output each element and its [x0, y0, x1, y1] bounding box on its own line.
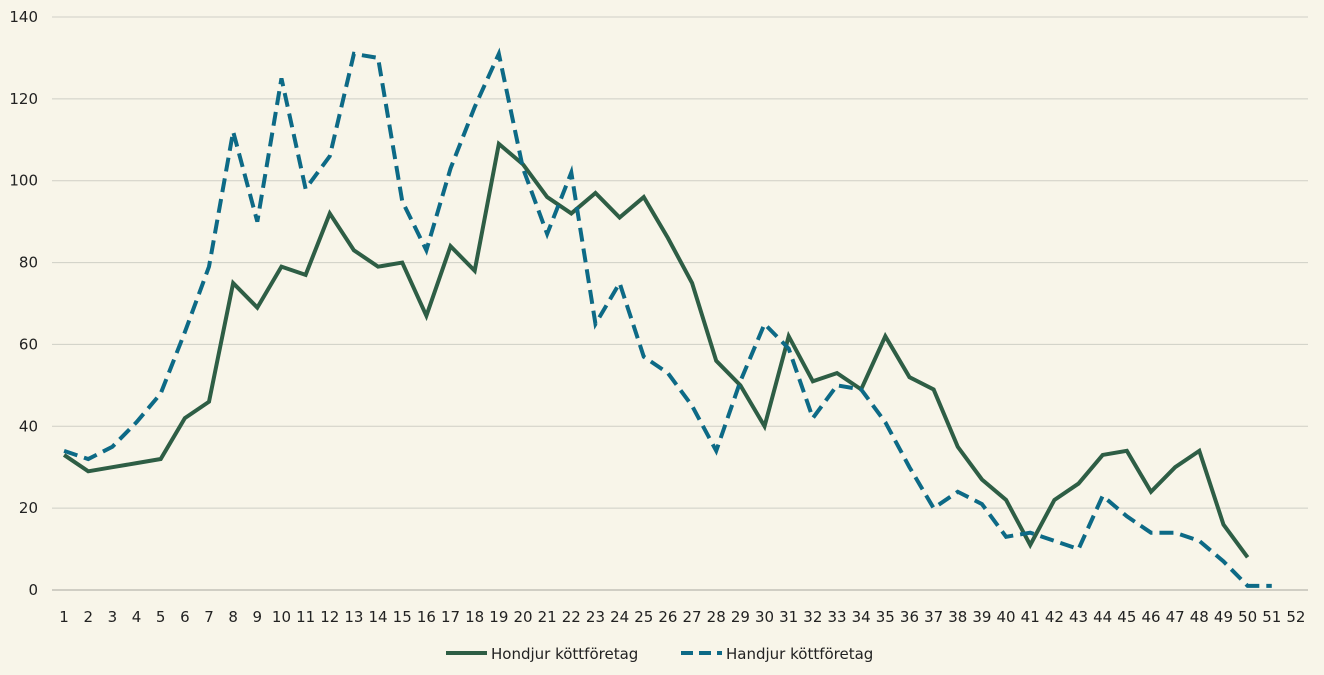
x-tick-label: 42: [1045, 608, 1064, 626]
y-axis-ticks: 0 20 40 60 80 100 120 140: [9, 8, 38, 599]
gridlines: [52, 16, 1308, 591]
x-tick-label: 18: [465, 608, 484, 626]
y-tick-label: 120: [9, 90, 38, 108]
x-tick-label: 30: [755, 608, 774, 626]
x-tick-label: 5: [156, 608, 166, 626]
x-tick-label: 24: [610, 608, 629, 626]
x-tick-label: 22: [562, 608, 581, 626]
x-tick-label: 28: [707, 608, 726, 626]
x-tick-label: 37: [924, 608, 943, 626]
y-tick-label: 80: [19, 254, 38, 272]
x-tick-label: 21: [538, 608, 557, 626]
x-tick-label: 32: [803, 608, 822, 626]
x-tick-label: 52: [1286, 608, 1305, 626]
x-tick-label: 19: [489, 608, 508, 626]
x-tick-label: 48: [1190, 608, 1209, 626]
x-tick-label: 50: [1238, 608, 1257, 626]
x-tick-label: 10: [272, 608, 291, 626]
series-lines: [62, 47, 1272, 588]
y-tick-label: 20: [19, 499, 38, 517]
x-tick-label: 43: [1069, 608, 1088, 626]
x-tick-label: 1: [59, 608, 69, 626]
x-tick-label: 46: [1141, 608, 1160, 626]
y-tick-label: 40: [19, 417, 38, 435]
x-tick-label: 47: [1166, 608, 1185, 626]
x-tick-label: 15: [393, 608, 412, 626]
x-tick-label: 17: [441, 608, 460, 626]
x-tick-label: 49: [1214, 608, 1233, 626]
legend-label-2: Handjur köttföretag: [726, 645, 873, 663]
series-line-2: [63, 47, 1272, 588]
x-tick-label: 29: [731, 608, 750, 626]
x-tick-label: 31: [779, 608, 798, 626]
x-tick-label: 27: [683, 608, 702, 626]
x-tick-label: 34: [852, 608, 871, 626]
x-tick-label: 2: [83, 608, 93, 626]
legend-label-1: Hondjur köttföretag: [491, 645, 638, 663]
x-tick-label: 45: [1117, 608, 1136, 626]
y-tick-label: 60: [19, 335, 38, 353]
x-tick-label: 40: [997, 608, 1016, 626]
x-tick-label: 20: [513, 608, 532, 626]
x-tick-label: 14: [369, 608, 388, 626]
x-tick-label: 12: [320, 608, 339, 626]
x-tick-label: 51: [1262, 608, 1281, 626]
x-tick-label: 11: [296, 608, 315, 626]
x-tick-label: 8: [228, 608, 238, 626]
x-tick-label: 41: [1021, 608, 1040, 626]
x-tick-label: 23: [586, 608, 605, 626]
x-tick-label: 36: [900, 608, 919, 626]
x-tick-label: 44: [1093, 608, 1112, 626]
x-tick-label: 38: [948, 608, 967, 626]
series-line-1: [62, 140, 1250, 559]
x-tick-label: 3: [108, 608, 118, 626]
x-tick-label: 6: [180, 608, 190, 626]
x-tick-label: 7: [204, 608, 214, 626]
legend: Hondjur köttföretag Handjur köttföretag: [446, 645, 873, 663]
x-tick-label: 16: [417, 608, 436, 626]
y-tick-label: 0: [28, 581, 38, 599]
x-tick-label: 25: [634, 608, 653, 626]
x-tick-label: 9: [253, 608, 263, 626]
y-tick-label: 140: [9, 8, 38, 26]
x-axis-ticks: 1 2 3 4 5 6 7 8 9 10 11 12 13 14 15 16 17 18 19 20 21 22 23 24 2…: [59, 608, 1305, 626]
x-tick-label: 4: [132, 608, 142, 626]
x-tick-label: 35: [876, 608, 895, 626]
x-tick-label: 33: [827, 608, 846, 626]
x-tick-label: 39: [972, 608, 991, 626]
x-tick-label: 26: [658, 608, 677, 626]
y-tick-label: 100: [9, 172, 38, 190]
x-tick-label: 13: [344, 608, 363, 626]
